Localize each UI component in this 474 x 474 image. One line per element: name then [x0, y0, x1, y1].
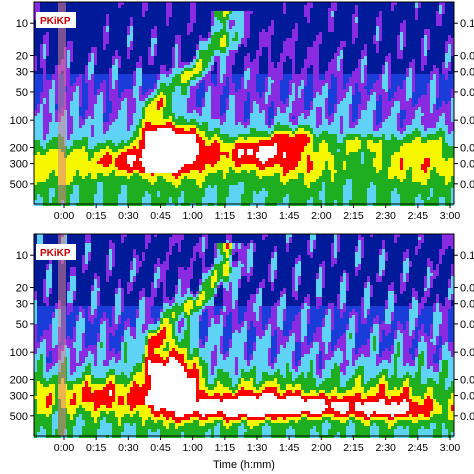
y-right-tick-label: 0.0 [460, 159, 474, 171]
y-tick-label: 500 [10, 179, 28, 191]
x-tick-label: 1:15 [215, 442, 236, 454]
panel-top: PKiKP 10 0.1 20 0.0 30 0.0 50 0.0 100 0.0 200 0.0 300… [10, 2, 474, 222]
x-tick-label: 1:30 [247, 210, 268, 222]
x-tick-label: 2:30 [375, 210, 396, 222]
y-tick-label: 200 [10, 142, 28, 154]
y-tick-label: 20 [16, 51, 28, 63]
y-tick-label: 50 [16, 87, 28, 99]
y-right-tick-label: 0.0 [460, 319, 474, 331]
y-right-tick-label: 0.0 [460, 391, 474, 403]
x-axis-title: Time (h:mm) [213, 459, 275, 471]
x-tick-label: 1:00 [182, 442, 203, 454]
x-tick-label: 0:45 [150, 442, 171, 454]
x-tick-label: 0:30 [118, 442, 139, 454]
y-tick-label: 50 [16, 319, 28, 331]
x-tick-label: 0:45 [150, 210, 171, 222]
y-tick-label: 100 [10, 115, 28, 127]
y-right-tick-label: 0.0 [460, 87, 474, 99]
x-tick-label: 1:45 [279, 210, 300, 222]
heatmap-cells [34, 234, 454, 438]
x-tick-label: 2:00 [311, 210, 332, 222]
y-tick-label: 30 [16, 299, 28, 311]
y-right-tick-label: 0.0 [460, 374, 474, 386]
x-tick-label: 3:00 [440, 210, 461, 222]
heatmap-cells [34, 2, 454, 206]
x-tick-label: 2:15 [343, 210, 364, 222]
y-right-tick-label: 0.1 [460, 250, 474, 262]
y-right-tick-label: 0.0 [460, 67, 474, 79]
x-tick-label: 0:15 [86, 442, 107, 454]
x-tick-label: 1:30 [247, 442, 268, 454]
y-right-tick-label: 0.1 [460, 18, 474, 30]
y-right-tick-label: 0.0 [460, 51, 474, 63]
x-tick-label: 0:30 [118, 210, 139, 222]
annotation-label: PKiKP [40, 248, 71, 259]
x-tick-label: 0:15 [86, 210, 107, 222]
x-tick-label: 2:15 [343, 442, 364, 454]
y-tick-label: 10 [16, 18, 28, 30]
y-right-tick-label: 0.0 [460, 179, 474, 191]
x-tick-label: 2:45 [408, 210, 429, 222]
y-tick-label: 200 [10, 374, 28, 386]
y-tick-label: 300 [10, 391, 28, 403]
y-tick-label: 300 [10, 159, 28, 171]
y-tick-label: 10 [16, 250, 28, 262]
y-right-tick-label: 0.0 [460, 347, 474, 359]
event-marker [58, 2, 66, 204]
x-tick-label: 2:30 [375, 442, 396, 454]
x-tick-label: 3:00 [440, 442, 461, 454]
x-tick-label: 1:15 [215, 210, 236, 222]
x-tick-label: 0:00 [54, 442, 75, 454]
y-tick-label: 20 [16, 283, 28, 295]
y-tick-label: 500 [10, 411, 28, 423]
x-tick-label: 2:45 [408, 442, 429, 454]
x-tick-label: 1:00 [182, 210, 203, 222]
y-right-tick-label: 0.0 [460, 115, 474, 127]
y-right-tick-label: 0.0 [460, 283, 474, 295]
x-tick-label: 0:00 [54, 210, 75, 222]
y-tick-label: 30 [16, 67, 28, 79]
x-tick-label: 2:00 [311, 442, 332, 454]
y-right-tick-label: 0.0 [460, 411, 474, 423]
y-right-tick-label: 0.0 [460, 299, 474, 311]
panel-bottom: PKiKP 10 0.1 20 0.0 30 0.0 50 0.0 100 0.0 200 0.0 300… [10, 234, 474, 471]
y-tick-label: 100 [10, 347, 28, 359]
x-tick-label: 1:45 [279, 442, 300, 454]
event-marker [58, 234, 66, 436]
annotation-label: PKiKP [40, 16, 71, 27]
y-right-tick-label: 0.0 [460, 142, 474, 154]
